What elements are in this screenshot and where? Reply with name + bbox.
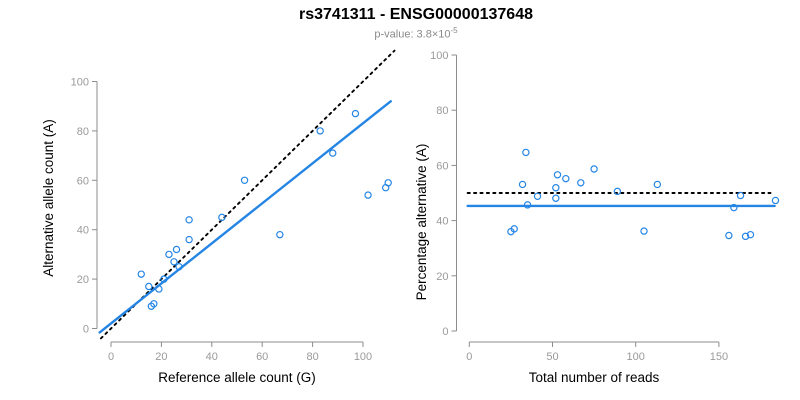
x-axis-title: Reference allele count (G) bbox=[158, 370, 316, 385]
data-point bbox=[523, 201, 532, 209]
data-point bbox=[165, 250, 173, 259]
y-tick-label: 60 bbox=[77, 175, 89, 187]
data-point bbox=[522, 148, 530, 157]
y-tick-label: 80 bbox=[77, 126, 89, 138]
data-point bbox=[510, 225, 518, 233]
identity-line bbox=[99, 49, 396, 340]
data-point bbox=[653, 180, 662, 189]
data-point bbox=[185, 235, 193, 244]
y-tick-label: 20 bbox=[436, 271, 448, 283]
y-tick-label: 0 bbox=[83, 324, 89, 336]
data-point bbox=[155, 285, 163, 293]
x-tick-label: 20 bbox=[155, 351, 167, 363]
data-point bbox=[553, 171, 562, 179]
y-axis-title: Percentage alternative (A) bbox=[414, 144, 429, 301]
y-tick-label: 0 bbox=[442, 326, 448, 338]
x-tick-label: 40 bbox=[206, 351, 218, 363]
data-point bbox=[160, 275, 168, 283]
data-point bbox=[329, 149, 337, 157]
y-tick-label: 40 bbox=[436, 216, 448, 228]
data-point bbox=[240, 176, 249, 184]
data-point bbox=[150, 300, 158, 308]
data-point bbox=[741, 232, 750, 241]
data-point bbox=[172, 245, 181, 254]
data-point bbox=[170, 258, 178, 266]
data-point bbox=[276, 230, 284, 239]
data-point bbox=[364, 191, 372, 199]
data-point bbox=[137, 270, 145, 278]
data-point bbox=[577, 179, 585, 187]
x-tick-label: 100 bbox=[627, 351, 645, 363]
p-value-subtitle: p-value: 3.8×10-5 bbox=[374, 26, 457, 41]
x-tick-label: 100 bbox=[354, 351, 372, 363]
data-point bbox=[562, 174, 570, 183]
y-tick-label: 100 bbox=[71, 77, 89, 89]
p-value-text: p-value: 3.8×10 bbox=[374, 28, 451, 41]
data-point bbox=[613, 187, 622, 196]
data-point bbox=[552, 194, 560, 202]
data-point bbox=[185, 216, 193, 224]
y-tick-label: 100 bbox=[430, 50, 448, 62]
x-axis-title: Total number of reads bbox=[529, 370, 660, 385]
y-tick-label: 80 bbox=[436, 105, 448, 117]
data-point bbox=[145, 282, 153, 291]
y-tick-label: 20 bbox=[77, 274, 89, 286]
figure-title: rs3741311 - ENSG00000137648 bbox=[299, 6, 533, 23]
data-point bbox=[533, 192, 542, 201]
y-tick-label: 40 bbox=[77, 225, 89, 237]
x-tick-label: 50 bbox=[546, 351, 558, 363]
p-value-exponent: -5 bbox=[450, 26, 458, 35]
data-point bbox=[730, 203, 738, 212]
data-point bbox=[518, 180, 527, 189]
data-point bbox=[218, 213, 226, 222]
y-tick-label: 60 bbox=[436, 160, 448, 172]
data-point bbox=[316, 127, 324, 135]
y-axis-title: Alternative allele count (A) bbox=[41, 119, 56, 277]
data-point bbox=[771, 196, 780, 205]
data-point bbox=[640, 227, 648, 235]
x-tick-label: 0 bbox=[108, 351, 114, 363]
data-point bbox=[736, 191, 745, 200]
data-point bbox=[746, 230, 755, 239]
data-point bbox=[384, 179, 392, 187]
data-point bbox=[590, 165, 598, 173]
fit-line bbox=[98, 100, 392, 334]
data-point bbox=[725, 231, 733, 240]
x-tick-label: 150 bbox=[710, 351, 728, 363]
data-point bbox=[552, 184, 560, 192]
data-point bbox=[175, 263, 183, 271]
x-tick-label: 0 bbox=[466, 351, 472, 363]
data-point bbox=[351, 109, 360, 118]
x-tick-label: 80 bbox=[306, 351, 318, 363]
x-tick-label: 60 bbox=[256, 351, 268, 363]
